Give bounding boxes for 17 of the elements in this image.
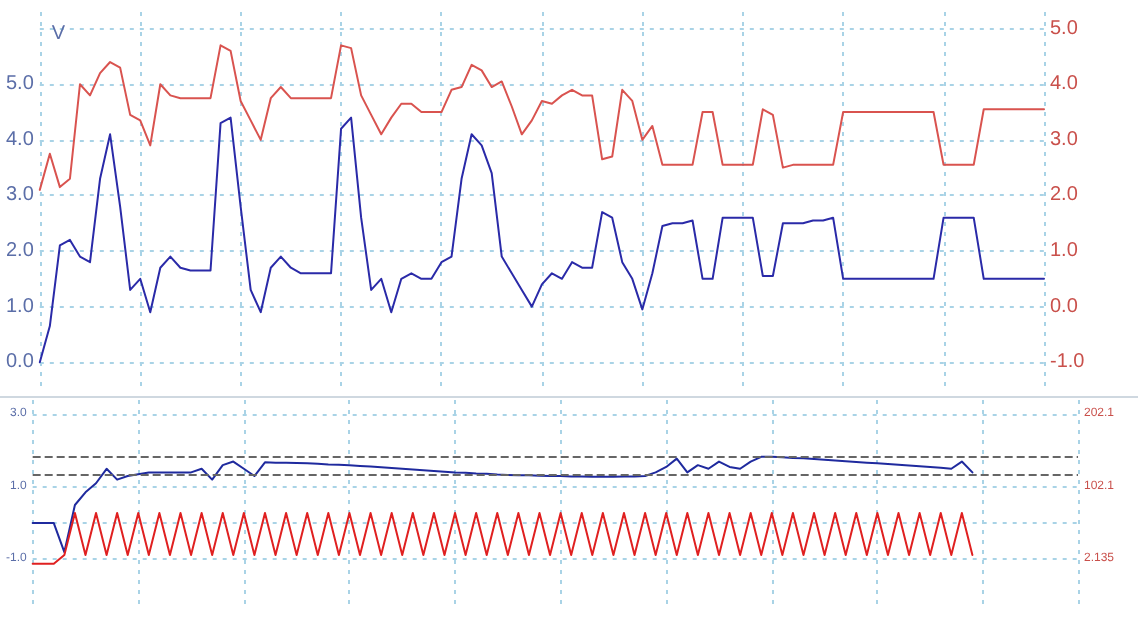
- y-tick-label: 0.0: [5, 351, 35, 374]
- line-series: [38, 116, 1045, 364]
- y2-tick-label: 0.0: [1050, 295, 1079, 318]
- y-tick-label: 1.0: [5, 295, 35, 318]
- y-tick-label: 5.0: [5, 73, 35, 96]
- line-series: [31, 455, 974, 554]
- y2-tick-label: 1.0: [1050, 240, 1079, 263]
- y-tick-label: 3.0: [5, 184, 35, 207]
- y-tick-label: 4.0: [5, 128, 35, 151]
- y2-tick-label: -1.0: [1050, 351, 1086, 374]
- y2-tick-label: 2.0: [1050, 184, 1079, 207]
- y2-tick-label: 5.0: [1050, 17, 1079, 40]
- y-axis-title: V: [51, 23, 66, 45]
- y2-tick-label: 4.0: [1050, 73, 1079, 96]
- y-tick-label: 2.0: [5, 240, 35, 263]
- y2-tick-label: 3.0: [1050, 128, 1079, 151]
- line-series: [38, 44, 1045, 191]
